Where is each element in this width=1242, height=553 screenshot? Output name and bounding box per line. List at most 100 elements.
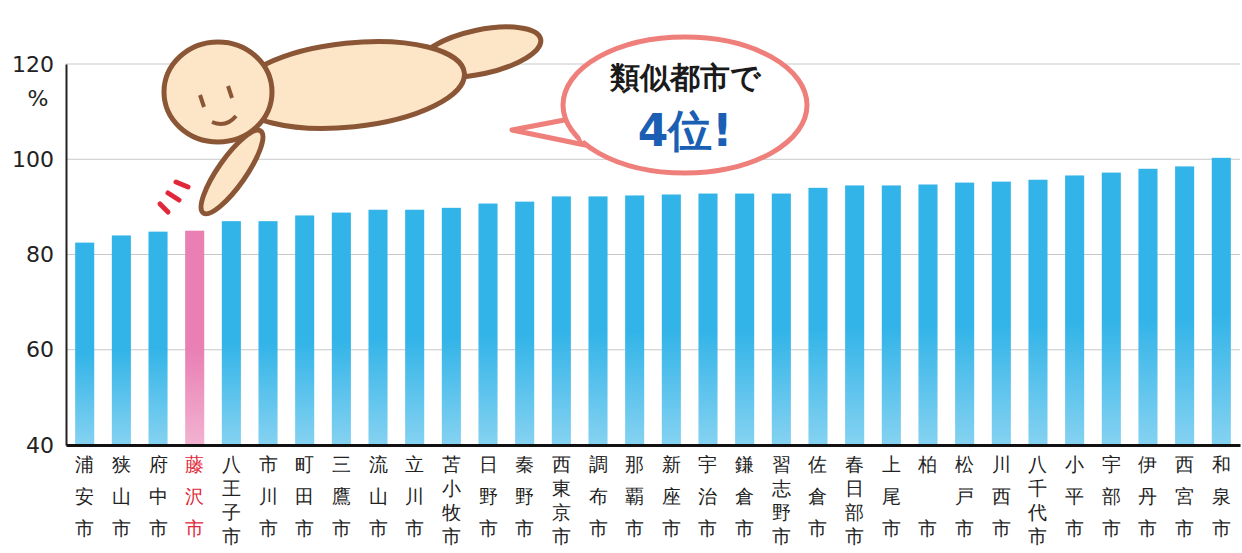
y-tick: 60 [26, 337, 66, 362]
y-axis: 40 60 80 100 120 [12, 52, 67, 458]
bar [955, 183, 974, 445]
x-tick-label: 立川市 [405, 454, 424, 539]
x-tick-label: 川西市 [992, 454, 1011, 539]
x-tick-label: 町田市 [295, 454, 314, 539]
x-tick: 狭山市 [112, 445, 131, 539]
y-tick: 100 [12, 147, 66, 172]
y-axis-line [66, 65, 68, 446]
bar [662, 194, 681, 445]
x-tick: 立川市 [405, 445, 424, 539]
bar [332, 213, 351, 445]
x-tick: 宇部市 [1102, 445, 1121, 539]
bar [515, 202, 534, 445]
bar [588, 196, 607, 445]
chart: 40 60 80 100 120% 浦安市狭山市府中市藤沢市八王子市市川市町田市三鷹市流山… [0, 0, 1242, 553]
bar [1028, 180, 1047, 445]
x-tick: 習志野市 [772, 445, 791, 547]
x-tick-label: 佐倉市 [808, 454, 827, 539]
x-tick: 佐倉市 [808, 445, 827, 539]
bar [1065, 175, 1084, 445]
x-tick-label: 府中市 [149, 454, 168, 539]
bar [552, 196, 571, 445]
x-tick: 八千代市 [1027, 445, 1047, 547]
x-tick-label: 流山市 [369, 454, 388, 539]
x-tick-label: 狭山市 [112, 454, 131, 539]
character [164, 18, 545, 221]
x-tick-label: 那覇市 [625, 454, 644, 539]
x-tick: 市川市 [259, 445, 278, 539]
x-tick: 川西市 [992, 445, 1011, 539]
x-tick: 八王子市 [222, 445, 241, 547]
bar [772, 194, 791, 445]
x-tick-label: 八千代市 [1027, 454, 1047, 547]
y-label: % [28, 86, 49, 111]
annotation: 類似都市で [609, 60, 762, 95]
x-tick: 藤沢市 [185, 445, 204, 539]
bar [1212, 158, 1231, 445]
x-tick-label: 上尾市 [882, 454, 901, 539]
x-tick-label: 和泉市 [1212, 454, 1231, 539]
x-tick: 町田市 [295, 445, 314, 539]
y-tick: 80 [26, 242, 66, 267]
x-tick: 流山市 [369, 445, 388, 539]
bar [185, 231, 204, 445]
x-tick: 宇治市 [698, 445, 717, 539]
x-tick-label: 宇治市 [698, 454, 717, 539]
bar [808, 188, 827, 445]
poke-marks [160, 182, 188, 212]
x-tick: 三鷹市 [332, 445, 351, 539]
x-tick-label: 伊丹市 [1138, 454, 1157, 539]
x-tick: 秦野市 [515, 445, 534, 539]
x-tick: 那覇市 [625, 445, 644, 539]
x-tick: 府中市 [149, 445, 168, 539]
bar [222, 221, 241, 445]
x-tick-label: 松戸市 [955, 454, 974, 539]
bar [845, 185, 864, 445]
x-tick-label: 秦野市 [515, 454, 534, 539]
x-tick-label: 習志野市 [772, 454, 791, 547]
speech-bubble [512, 37, 807, 173]
y-tick-label: 40 [26, 433, 54, 458]
x-tick: 西宮市 [1175, 445, 1194, 539]
x-tick: 松戸市 [955, 445, 974, 539]
bar [992, 182, 1011, 445]
bar [405, 210, 424, 445]
x-tick: 新座市 [662, 445, 681, 539]
x-tick: 調布市 [589, 445, 608, 539]
x-tick-label: 市川市 [259, 454, 278, 539]
bar [75, 243, 94, 445]
x-axis-line [67, 444, 1241, 447]
y-tick-label: 80 [26, 242, 54, 267]
x-tick: 柏市 [917, 445, 937, 539]
bar [368, 210, 387, 445]
x-tick: 小平市 [1065, 445, 1084, 539]
x-tick: 上尾市 [882, 445, 901, 539]
x-tick-label: 宇部市 [1102, 454, 1121, 539]
bar [625, 195, 644, 445]
bar [918, 184, 937, 445]
x-tick-label: 日野市 [479, 454, 498, 539]
annotation: 4位! [638, 105, 733, 156]
grid-line [66, 349, 1240, 350]
bar [882, 185, 901, 445]
y-tick-label: 100 [12, 147, 54, 172]
y-tick-label: 120 [12, 52, 54, 77]
x-tick-label: 調布市 [589, 454, 608, 539]
x-tick-label: 鎌倉市 [735, 454, 754, 539]
x-tick-label: 西東京市 [552, 454, 571, 547]
x-tick-label: 新座市 [662, 454, 681, 539]
x-tick-label: 西宮市 [1175, 454, 1194, 539]
bar [148, 232, 167, 445]
y-tick-label: 60 [26, 337, 54, 362]
y-tick: 120 [12, 52, 66, 77]
x-tick: 西東京市 [552, 445, 571, 547]
x-tick-label: 苫小牧市 [442, 454, 461, 547]
x-tick-label: 浦安市 [75, 454, 94, 539]
x-tick-label: 三鷹市 [332, 454, 351, 539]
x-tick-label: 柏市 [917, 454, 937, 539]
x-tick-label: 八王子市 [222, 454, 241, 547]
x-axis: 浦安市狭山市府中市藤沢市八王子市市川市町田市三鷹市流山市立川市苫小牧市日野市秦野… [67, 445, 1241, 547]
grid-line [66, 254, 1240, 255]
x-tick-label: 藤沢市 [185, 454, 204, 539]
bar [258, 221, 277, 445]
